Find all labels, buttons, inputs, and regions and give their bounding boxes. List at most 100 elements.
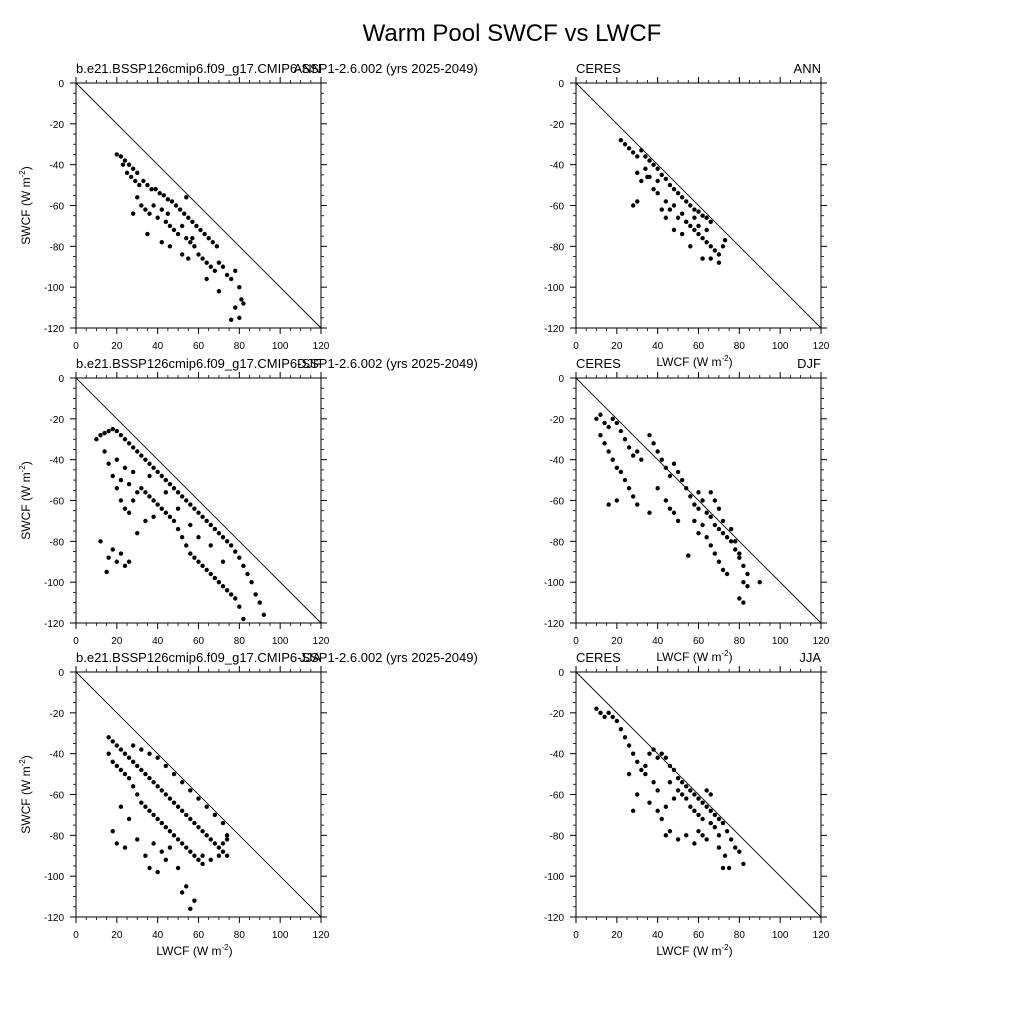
scatter-point xyxy=(139,747,144,752)
scatter-point xyxy=(704,215,709,220)
scatter-point xyxy=(635,154,640,159)
y-tick-label: -20 xyxy=(50,120,65,131)
scatter-point xyxy=(110,739,115,744)
scatter-point xyxy=(671,203,677,208)
scatter-point xyxy=(137,182,142,188)
scatter-point xyxy=(679,792,685,797)
scatter-point xyxy=(757,579,762,585)
scatter-point xyxy=(135,530,140,536)
scatter-point xyxy=(655,788,660,793)
scatter-point xyxy=(179,223,185,229)
scatter-point xyxy=(249,579,254,585)
scatter-point xyxy=(614,498,620,503)
scatter-point xyxy=(626,486,632,491)
scatter-point xyxy=(190,235,195,241)
scatter-point xyxy=(147,494,152,499)
x-axis-label: LWCF (W m-2) xyxy=(656,354,732,369)
panel-left-string: CERES xyxy=(576,61,621,76)
scatter-point xyxy=(175,231,181,237)
scatter-point xyxy=(708,820,713,826)
scatter-point xyxy=(224,539,230,544)
scatter-point xyxy=(712,812,718,818)
scatter-point xyxy=(145,231,150,237)
scatter-point xyxy=(155,469,160,475)
scatter-point xyxy=(708,256,713,261)
y-tick-label: -100 xyxy=(44,578,64,589)
scatter-point xyxy=(651,441,656,446)
scatter-point xyxy=(700,833,705,838)
scatter-point xyxy=(130,784,136,789)
scatter-point xyxy=(696,530,701,536)
x-tick-label: 40 xyxy=(152,341,164,352)
scatter-point xyxy=(716,833,722,838)
y-tick-label: 0 xyxy=(58,668,64,679)
x-tick-label: 40 xyxy=(152,636,164,647)
scatter-point xyxy=(139,800,144,805)
reference-line xyxy=(75,671,322,918)
scatter-point xyxy=(196,510,201,515)
scatter-point xyxy=(228,543,234,548)
scatter-point xyxy=(647,751,652,756)
scatter-point xyxy=(133,178,138,184)
scatter-point xyxy=(622,142,628,147)
x-tick-label: 100 xyxy=(272,930,289,941)
scatter-point xyxy=(200,853,205,858)
scatter-point xyxy=(163,477,169,483)
x-tick-label: 80 xyxy=(734,930,746,941)
scatter-point xyxy=(598,710,603,716)
scatter-point xyxy=(110,759,115,765)
scatter-point xyxy=(720,820,726,826)
y-tick-label: -120 xyxy=(544,619,564,630)
panel-left-string: b.e21.BSSP126cmip6.f09_g17.CMIP6-SSP1-2.… xyxy=(76,650,478,665)
scatter-point xyxy=(655,178,660,184)
scatter-point xyxy=(655,486,660,491)
scatter-point xyxy=(167,796,173,801)
scatter-point xyxy=(147,461,152,466)
scatter-point xyxy=(188,240,193,245)
scatter-point xyxy=(659,751,664,756)
scatter-point xyxy=(182,211,187,216)
x-tick-label: 80 xyxy=(234,930,246,941)
scatter-point xyxy=(204,833,209,838)
scatter-point xyxy=(630,203,636,208)
x-tick-label: 40 xyxy=(652,341,664,352)
scatter-point xyxy=(716,260,722,265)
y-tick-label: 0 xyxy=(58,374,64,385)
scatter-point xyxy=(202,231,207,237)
scatter-point xyxy=(192,898,197,903)
scatter-point xyxy=(700,235,705,241)
x-tick-label: 40 xyxy=(152,930,164,941)
y-axis-label: SWCF (W m-2) xyxy=(18,755,33,833)
scatter-point xyxy=(151,203,156,208)
scatter-point xyxy=(147,808,152,814)
scatter-point xyxy=(606,710,611,716)
scatter-point xyxy=(130,759,136,765)
scatter-point xyxy=(159,820,164,826)
scatter-point xyxy=(712,551,718,556)
scatter-point xyxy=(114,152,120,157)
panel-right-string: DJF xyxy=(797,356,821,371)
x-tick-label: 0 xyxy=(573,930,579,941)
scatter-point xyxy=(214,244,220,249)
scatter-point xyxy=(204,518,209,524)
scatter-point xyxy=(186,256,191,261)
scatter-point xyxy=(135,763,140,769)
scatter-point xyxy=(98,539,103,544)
scatter-point xyxy=(159,506,164,511)
y-tick-label: -100 xyxy=(544,578,564,589)
scatter-point xyxy=(200,563,205,569)
scatter-point xyxy=(220,584,226,589)
y-tick-label: 0 xyxy=(58,79,64,90)
scatter-point xyxy=(700,800,705,805)
scatter-point xyxy=(188,849,193,854)
scatter-point xyxy=(204,276,209,282)
scatter-point xyxy=(147,775,152,781)
scatter-point xyxy=(688,788,693,793)
scatter-point xyxy=(145,182,150,188)
scatter-point xyxy=(639,457,644,462)
scatter-point xyxy=(151,514,156,520)
scatter-point xyxy=(688,494,693,499)
scatter-point xyxy=(675,469,681,475)
scatter-point xyxy=(708,543,713,548)
x-tick-label: 20 xyxy=(611,636,623,647)
